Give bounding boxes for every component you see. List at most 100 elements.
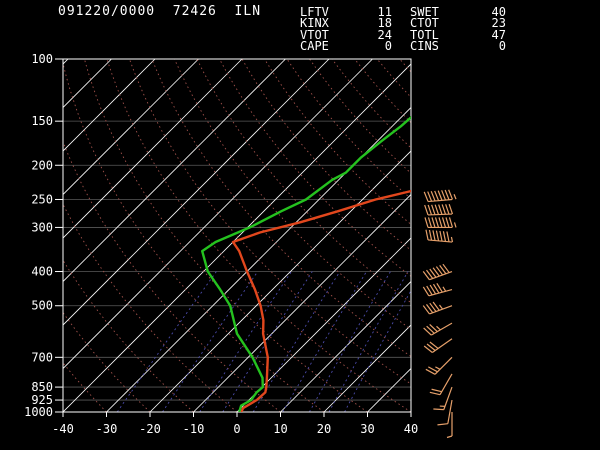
wind-barb xyxy=(423,189,457,203)
isotherm-line xyxy=(63,59,112,109)
x-tick-label: 10 xyxy=(273,422,287,436)
mixing-ratio-line xyxy=(309,271,391,412)
isotherm-line xyxy=(149,150,411,412)
sounding-datetime: 091220/0000 xyxy=(58,4,156,19)
isotherm-line xyxy=(63,59,330,326)
index-ctot-label: CTOT xyxy=(410,16,439,30)
wind-barb xyxy=(437,399,453,426)
y-tick-label: 300 xyxy=(31,220,53,234)
isotherm-line xyxy=(63,59,286,283)
plot-frame xyxy=(62,58,412,413)
isotherm-line xyxy=(63,59,373,370)
x-tick-label: -20 xyxy=(139,422,161,436)
dewpoint-profile-line xyxy=(201,115,411,412)
dry-adiabat-line xyxy=(241,59,411,251)
y-tick-label: 150 xyxy=(31,114,53,128)
mixing-ratio-line xyxy=(222,271,313,412)
station-id: 72426 xyxy=(172,4,217,19)
wind-barb xyxy=(425,229,454,243)
dry-adiabat-line xyxy=(63,362,107,412)
background-lines xyxy=(63,59,600,412)
isotherm-line xyxy=(63,63,411,412)
index-cape-value: 0 xyxy=(384,39,392,53)
axes: -40 -30 -20 -10 0 10 20 30 40 100 150 200 250 300 400 5… xyxy=(24,52,418,436)
isotherm-line xyxy=(63,59,199,196)
isotherm-line xyxy=(455,59,600,412)
profiles xyxy=(201,115,411,412)
x-tick-label: -30 xyxy=(96,422,118,436)
sounding-header: 091220/0000 72426 ILN xyxy=(58,4,261,19)
isotherm-line xyxy=(63,59,243,239)
mixing-ratio-line xyxy=(199,271,292,412)
x-tick-label: 20 xyxy=(317,422,331,436)
mixing-ratio-line xyxy=(328,271,409,412)
dry-adiabat-line xyxy=(63,311,151,412)
wind-barb xyxy=(429,373,453,396)
temperature-profile-line xyxy=(231,189,411,412)
isotherm-line xyxy=(106,106,411,412)
isotherm-line xyxy=(280,280,411,412)
dry-adiabat-line xyxy=(331,59,411,149)
isotherm-line xyxy=(367,367,411,412)
dry-adiabat-line xyxy=(63,259,194,412)
y-tick-label: 700 xyxy=(31,350,53,364)
dry-adiabat-line xyxy=(264,59,411,225)
isotherm-line xyxy=(323,324,411,412)
dry-adiabat-line xyxy=(196,59,411,304)
x-tick-label: 40 xyxy=(404,422,418,436)
y-tick-label: 850 xyxy=(31,380,53,394)
x-tick-label: -40 xyxy=(52,422,74,436)
y-tick-label: 925 xyxy=(31,393,53,407)
mixing-ratio-line xyxy=(162,271,259,412)
index-cape-label: CAPE xyxy=(300,39,329,53)
wind-barb xyxy=(433,386,453,411)
wind-barb xyxy=(422,282,453,297)
index-totl-label: TOTL xyxy=(410,28,439,42)
y-tick-label: 400 xyxy=(31,265,53,279)
index-kinx-label: KINX xyxy=(300,16,329,30)
index-swet-label: SWET xyxy=(410,5,439,19)
y-tick-label: 100 xyxy=(31,52,53,66)
mixing-ratio-line xyxy=(282,271,367,412)
dry-adiabat-line xyxy=(354,59,411,124)
isotherm-line xyxy=(410,411,411,412)
wind-barb xyxy=(424,217,457,229)
dry-adiabat-line xyxy=(106,59,411,412)
x-tick-label: 30 xyxy=(360,422,374,436)
wind-barbs xyxy=(422,189,457,439)
wind-barb xyxy=(422,263,453,281)
index-cins-label: CINS xyxy=(410,39,439,53)
x-tick-label: 0 xyxy=(233,422,240,436)
isotherm-line xyxy=(236,237,411,412)
wind-barb xyxy=(423,322,453,336)
wind-barb xyxy=(423,338,453,353)
y-tick-label: 200 xyxy=(31,158,53,172)
index-totl-value: 47 xyxy=(491,28,506,42)
dry-adiabat-line xyxy=(309,59,411,174)
dry-adiabat-line xyxy=(128,59,411,385)
index-vtot-value: 24 xyxy=(377,28,392,42)
isotherm-line xyxy=(63,59,156,152)
index-vtot-label: VTOT xyxy=(300,28,329,42)
index-lftv-value: 11 xyxy=(377,5,392,19)
dry-adiabat-line xyxy=(467,59,600,412)
wind-barb xyxy=(425,356,453,375)
index-kinx-value: 18 xyxy=(377,16,392,30)
y-tick-label: 500 xyxy=(31,299,53,313)
x-tick-label: -10 xyxy=(183,422,205,436)
index-swet-value: 40 xyxy=(491,5,506,19)
dry-adiabat-line xyxy=(83,59,368,412)
dry-adiabat-line xyxy=(151,59,411,358)
index-lftv-label: LFTV xyxy=(300,5,329,19)
index-cins-value: 0 xyxy=(498,39,506,53)
mixing-ratio-line xyxy=(344,289,411,412)
wind-barb xyxy=(422,301,453,315)
isotherm-line xyxy=(193,193,411,412)
wind-barb xyxy=(424,203,454,216)
index-ctot-value: 23 xyxy=(491,16,506,30)
dry-adiabat-line xyxy=(399,59,411,73)
y-tick-label: 1000 xyxy=(24,405,53,419)
dry-adiabat-line xyxy=(63,61,325,412)
station-name: ILN xyxy=(234,4,262,19)
